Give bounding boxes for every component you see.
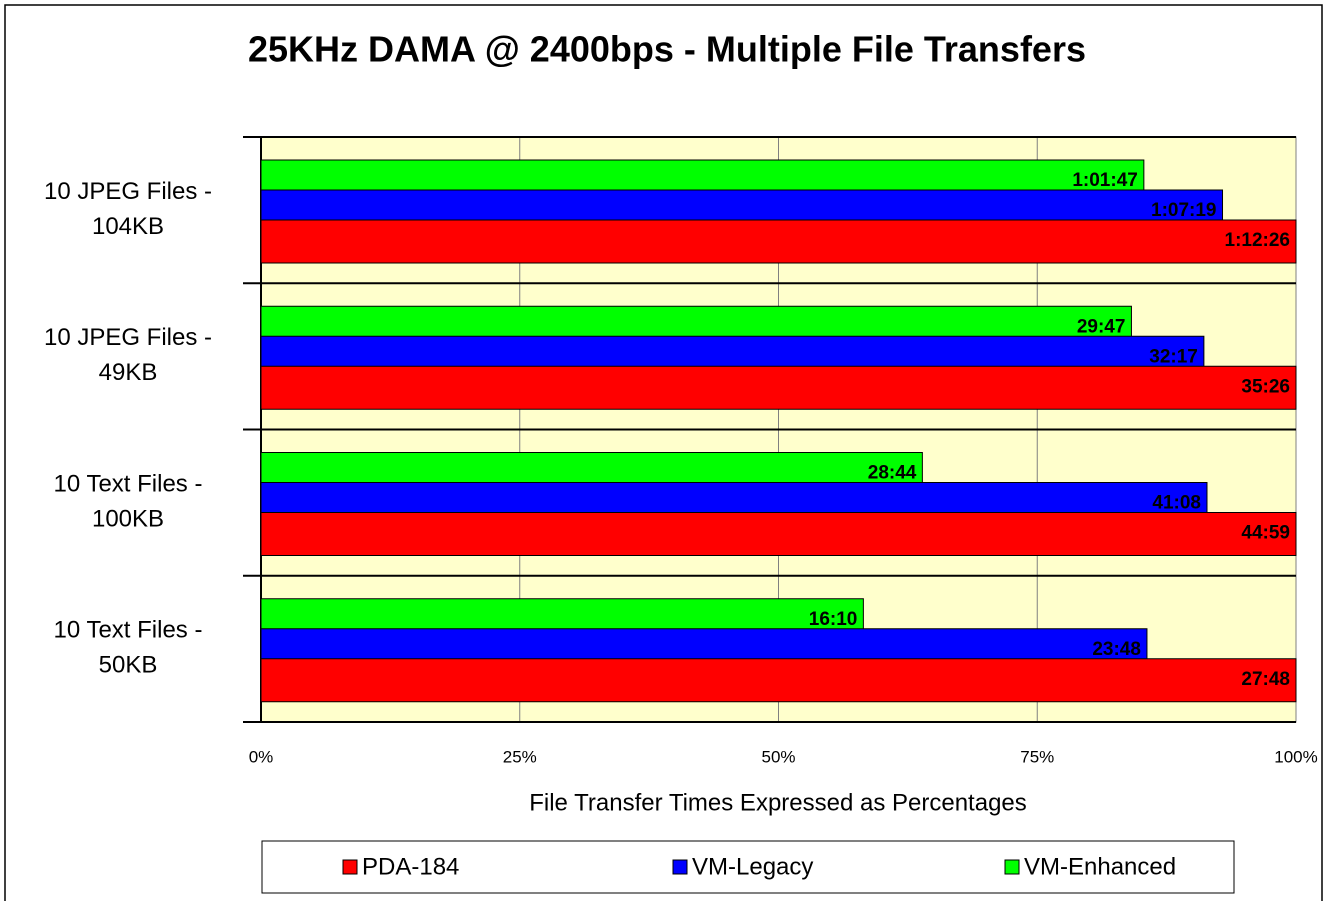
value-label: 28:44: [868, 463, 917, 484]
value-label: 1:12:26: [1225, 230, 1291, 251]
value-label: 23:48: [1092, 639, 1141, 660]
value-label: 27:48: [1241, 669, 1290, 690]
value-label: 41:08: [1152, 493, 1201, 514]
y-tick-label: 10 Text Files -: [54, 617, 203, 644]
value-label: 1:01:47: [1072, 170, 1138, 191]
value-label: 29:47: [1077, 316, 1126, 337]
y-tick-label: 104KB: [92, 213, 164, 240]
x-tick-label: 100%: [1274, 747, 1317, 766]
bar: [260, 512, 1297, 556]
x-tick-label: 50%: [761, 747, 795, 766]
y-tick-label: 10 JPEG Files -: [44, 178, 212, 205]
y-tick-label: 100KB: [92, 505, 164, 532]
value-label: 16:10: [809, 609, 858, 630]
legend-box: [261, 840, 1235, 894]
y-tick-label: 49KB: [99, 359, 158, 386]
value-label: 35:26: [1241, 376, 1290, 397]
value-label: 1:07:19: [1151, 200, 1217, 221]
bar: [260, 365, 1297, 410]
chart-title: 25KHz DAMA @ 2400bps - Multiple File Tra…: [248, 29, 1086, 70]
bar: [260, 658, 1297, 703]
legend-swatch: [1004, 859, 1020, 875]
legend-swatch: [342, 859, 358, 875]
legend-swatch: [672, 859, 688, 875]
value-label: 44:59: [1241, 523, 1290, 544]
x-tick-label: 25%: [503, 747, 537, 766]
legend-label: VM-Legacy: [692, 853, 813, 880]
value-label: 32:17: [1149, 346, 1198, 367]
x-axis-title: File Transfer Times Expressed as Percent…: [529, 789, 1027, 816]
x-tick-label: 75%: [1020, 747, 1054, 766]
legend-label: VM-Enhanced: [1024, 853, 1176, 880]
x-tick-label: 0%: [249, 747, 274, 766]
bar: [260, 219, 1297, 264]
legend-label: PDA-184: [362, 853, 459, 880]
y-tick-label: 50KB: [99, 652, 158, 679]
y-tick-label: 10 JPEG Files -: [44, 324, 212, 351]
y-tick-label: 10 Text Files -: [54, 470, 203, 497]
